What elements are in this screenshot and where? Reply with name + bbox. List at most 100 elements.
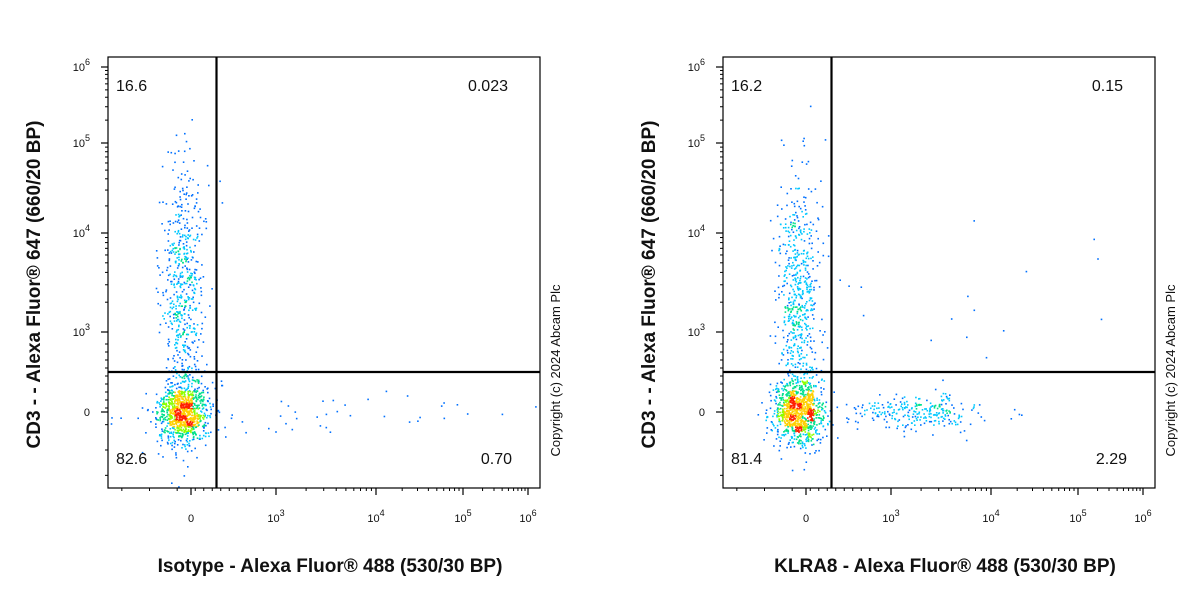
data-point: [790, 339, 793, 341]
data-point: [178, 432, 181, 434]
data-point: [809, 408, 811, 410]
data-point: [186, 248, 188, 251]
data-point: [212, 405, 214, 407]
data-point: [783, 404, 785, 407]
data-point: [198, 414, 200, 416]
data-point: [167, 313, 169, 315]
data-point: [812, 433, 815, 436]
data-point: [800, 425, 802, 427]
data-point: [795, 187, 797, 190]
data-point: [814, 452, 816, 454]
data-point: [779, 397, 781, 399]
data-point: [856, 428, 859, 430]
data-point: [199, 420, 201, 423]
data-point: [939, 405, 941, 408]
data-point: [180, 260, 183, 262]
data-point: [815, 417, 817, 419]
data-point: [186, 432, 189, 434]
data-point: [173, 404, 176, 407]
data-point: [792, 415, 794, 417]
data-point: [167, 378, 169, 381]
data-point: [783, 407, 786, 410]
data-point: [795, 295, 798, 297]
data-point: [923, 422, 926, 425]
data-point: [171, 249, 174, 252]
data-point: [794, 402, 797, 405]
data-point: [782, 336, 785, 339]
data-point: [790, 165, 793, 167]
data-point: [184, 389, 187, 392]
data-point: [167, 430, 170, 433]
data-point: [777, 388, 780, 391]
data-point: [791, 332, 794, 334]
data-point: [181, 419, 183, 421]
data-point: [173, 420, 175, 422]
data-point: [168, 439, 170, 441]
data-point: [889, 403, 892, 406]
data-point: [783, 401, 785, 404]
data-point: [918, 411, 921, 414]
data-point: [172, 398, 174, 400]
data-point: [155, 287, 158, 290]
data-point: [906, 406, 908, 409]
data-point: [167, 383, 169, 385]
data-point: [185, 428, 187, 430]
data-point: [787, 419, 789, 422]
data-point: [173, 320, 176, 322]
data-point: [796, 216, 799, 219]
data-point: [807, 392, 809, 394]
data-point: [899, 401, 902, 403]
data-point: [184, 282, 186, 285]
data-point: [152, 411, 154, 413]
data-point: [162, 414, 165, 416]
data-point: [944, 393, 947, 395]
data-point: [808, 242, 811, 245]
data-point: [846, 421, 849, 424]
data-point: [787, 362, 789, 364]
data-point: [795, 382, 798, 384]
data-point: [167, 274, 170, 277]
data-point: [787, 309, 790, 312]
data-point: [180, 228, 183, 230]
data-point: [180, 419, 182, 421]
data-point: [174, 399, 177, 401]
data-point: [965, 439, 968, 442]
data-point: [934, 419, 937, 422]
data-point: [800, 353, 803, 355]
data-point: [180, 305, 183, 307]
data-point: [170, 151, 173, 154]
data-point: [806, 252, 808, 255]
data-point: [179, 424, 181, 426]
data-point: [910, 428, 913, 431]
data-point: [792, 387, 794, 390]
data-point: [795, 211, 797, 214]
data-point: [172, 275, 175, 278]
data-point: [795, 413, 797, 416]
data-point: [807, 432, 809, 434]
data-point: [188, 316, 190, 319]
data-point: [183, 253, 185, 255]
data-point: [901, 397, 904, 400]
x-tick-label: 103: [267, 508, 284, 525]
data-point: [195, 269, 198, 271]
data-point: [811, 314, 814, 316]
data-point: [186, 271, 189, 273]
data-point: [766, 432, 768, 434]
data-point: [951, 404, 953, 406]
data-point: [782, 243, 785, 246]
data-point: [800, 346, 802, 349]
data-point: [827, 235, 830, 237]
data-point: [807, 325, 810, 327]
data-point: [783, 294, 785, 296]
data-point: [183, 423, 185, 426]
data-point: [811, 351, 814, 353]
data-point: [903, 430, 905, 433]
data-point: [173, 278, 176, 280]
data-point: [179, 274, 182, 277]
data-point: [785, 307, 787, 309]
data-point: [806, 233, 809, 235]
data-point: [792, 337, 795, 340]
data-point: [171, 448, 173, 451]
data-point: [175, 422, 177, 424]
data-point: [787, 226, 790, 229]
